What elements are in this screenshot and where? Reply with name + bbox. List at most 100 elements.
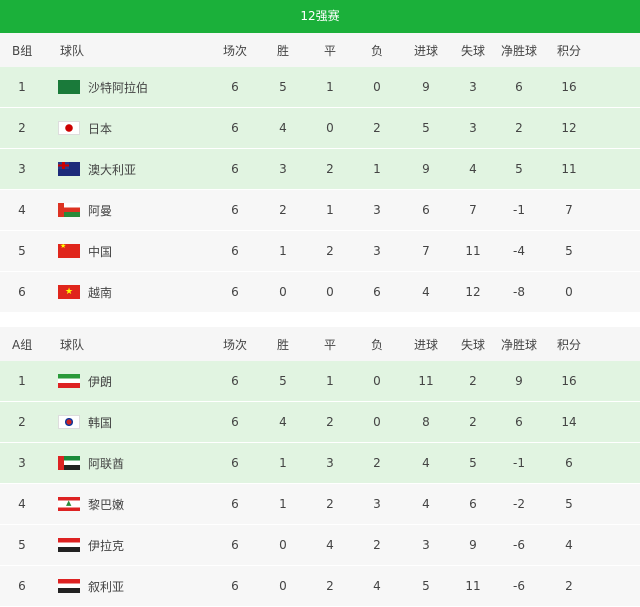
stat-pts: 6 [565, 456, 573, 470]
team-cell: 叙利亚 [58, 578, 124, 595]
table-row: 4 阿曼 6 2 1 3 6 7 -1 7 [0, 190, 640, 231]
stat-p: 6 [231, 579, 239, 593]
stat-pts: 4 [565, 538, 573, 552]
table-row: 4 黎巴嫩 6 1 2 3 4 6 -2 5 [0, 484, 640, 525]
stat-gd: 6 [515, 80, 523, 94]
stat-w: 5 [279, 80, 287, 94]
team-cell: 伊朗 [58, 373, 112, 390]
team-name: 伊拉克 [88, 538, 125, 553]
stat-l: 3 [373, 497, 381, 511]
stat-d: 2 [326, 244, 334, 258]
team-name: 沙特阿拉伯 [88, 80, 149, 95]
stat-p: 6 [231, 80, 239, 94]
team-name: 韩国 [88, 415, 113, 430]
rank: 3 [18, 456, 26, 470]
stat-p: 6 [231, 203, 239, 217]
stat-p: 6 [231, 538, 239, 552]
iq-flag-icon [58, 538, 80, 552]
stat-gd: 6 [515, 415, 523, 429]
stat-l: 1 [373, 162, 381, 176]
stat-ga: 7 [469, 203, 477, 217]
table-row: 6 叙利亚 6 0 2 4 5 11 -6 2 [0, 566, 640, 607]
stat-ga: 2 [469, 374, 477, 388]
stat-ga: 11 [465, 244, 481, 258]
column-header: 进球 [413, 337, 439, 352]
team-name: 叙利亚 [88, 579, 125, 594]
stat-gf: 4 [422, 285, 430, 299]
team-cell: 韩国 [58, 414, 112, 431]
team-name: 伊朗 [88, 374, 113, 389]
stat-p: 6 [231, 244, 239, 258]
column-header: 积分 [556, 337, 582, 352]
stat-d: 2 [326, 579, 334, 593]
stat-gf: 9 [422, 80, 430, 94]
stat-l: 0 [373, 80, 381, 94]
ir-flag-icon [58, 374, 80, 388]
team-name: 阿联酋 [88, 456, 125, 471]
column-header: 积分 [556, 43, 582, 58]
stat-w: 1 [279, 456, 287, 470]
rank: 6 [18, 285, 26, 299]
column-header: 负 [370, 337, 384, 352]
table-row: 1 沙特阿拉伯 6 5 1 0 9 3 6 16 [0, 67, 640, 108]
table-row: 2 韩国 6 4 2 0 8 2 6 14 [0, 402, 640, 443]
stat-pts: 0 [565, 285, 573, 299]
stat-p: 6 [231, 285, 239, 299]
team-name: 日本 [88, 121, 113, 136]
page-title: 12强赛 [0, 0, 640, 33]
table-row: 6 越南 6 0 0 6 4 12 -8 0 [0, 272, 640, 313]
stat-gd: 9 [515, 374, 523, 388]
stat-ga: 3 [469, 80, 477, 94]
stat-gd: -6 [513, 538, 525, 552]
stat-d: 0 [326, 121, 334, 135]
stat-gd: -1 [513, 456, 525, 470]
stat-l: 2 [373, 121, 381, 135]
stat-gf: 4 [422, 456, 430, 470]
stat-gf: 3 [422, 538, 430, 552]
table-row: 2 日本 6 4 0 2 5 3 2 12 [0, 108, 640, 149]
stat-p: 6 [231, 121, 239, 135]
stat-d: 3 [326, 456, 334, 470]
column-header: 胜 [276, 43, 290, 58]
stat-l: 2 [373, 538, 381, 552]
stat-l: 3 [373, 244, 381, 258]
team-name: 澳大利亚 [88, 162, 137, 177]
rank: 1 [18, 80, 26, 94]
column-header: 平 [323, 337, 337, 352]
cn-flag-icon [58, 244, 80, 258]
stat-gd: -1 [513, 203, 525, 217]
stat-l: 2 [373, 456, 381, 470]
stat-gd: 2 [515, 121, 523, 135]
om-flag-icon [58, 203, 80, 217]
stat-pts: 11 [561, 162, 577, 176]
team-cell: 日本 [58, 120, 112, 137]
stat-pts: 12 [561, 121, 577, 135]
stat-pts: 5 [565, 244, 573, 258]
stat-p: 6 [231, 415, 239, 429]
rank: 2 [18, 415, 26, 429]
column-header: 负 [370, 43, 384, 58]
stat-w: 4 [279, 121, 287, 135]
stat-w: 0 [279, 538, 287, 552]
column-header: 平 [323, 43, 337, 58]
stat-gf: 7 [422, 244, 430, 258]
stat-w: 4 [279, 415, 287, 429]
stat-ga: 6 [469, 497, 477, 511]
group-label: B组 [12, 43, 33, 58]
team-name: 黎巴嫩 [88, 497, 125, 512]
stat-l: 0 [373, 415, 381, 429]
table-row: 1 伊朗 6 5 1 0 11 2 9 16 [0, 361, 640, 402]
team-cell: 黎巴嫩 [58, 496, 124, 513]
group-spacer [0, 313, 640, 327]
stat-d: 2 [326, 415, 334, 429]
stat-w: 2 [279, 203, 287, 217]
lb-flag-icon [58, 497, 80, 511]
table-row: 5 伊拉克 6 0 4 2 3 9 -6 4 [0, 525, 640, 566]
stat-w: 1 [279, 497, 287, 511]
stat-gf: 5 [422, 579, 430, 593]
team-name: 中国 [88, 244, 113, 259]
stat-d: 1 [326, 374, 334, 388]
team-name: 阿曼 [88, 203, 113, 218]
group-label: A组 [12, 337, 33, 352]
sy-flag-icon [58, 579, 80, 593]
